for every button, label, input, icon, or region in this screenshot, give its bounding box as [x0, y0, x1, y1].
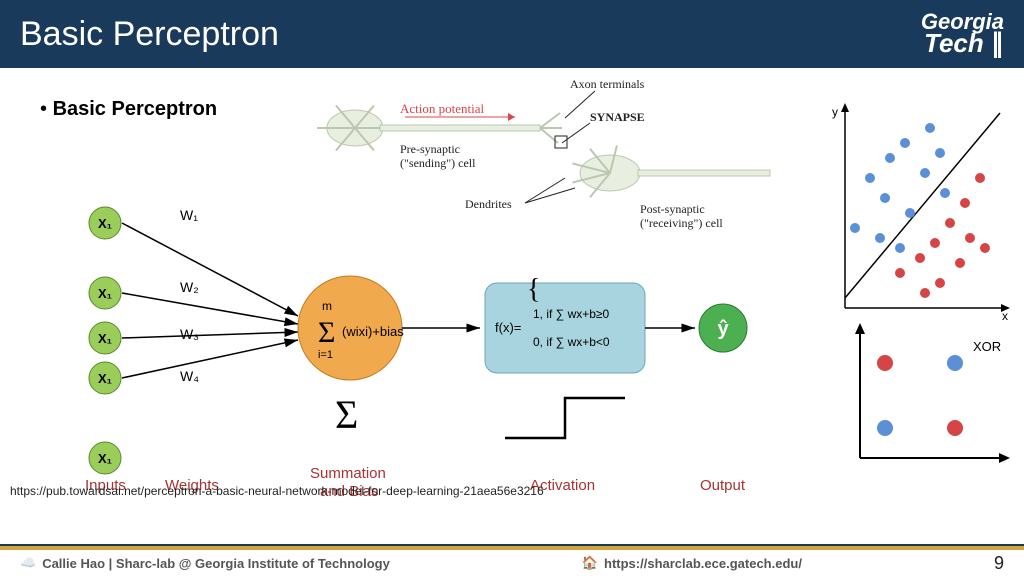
svg-text:XOR: XOR [973, 339, 1001, 354]
svg-text:Σ: Σ [318, 316, 335, 349]
svg-text:x: x [1002, 309, 1008, 323]
svg-text:0, if ∑ wx+b<0: 0, if ∑ wx+b<0 [533, 335, 610, 349]
footer-url: 🏠 https://sharclab.ece.gatech.edu/ [582, 555, 802, 571]
svg-text:1, if ∑ wx+b≥0: 1, if ∑ wx+b≥0 [533, 307, 609, 321]
svg-text:{: { [527, 274, 540, 305]
synapse-label: SYNAPSE [590, 110, 645, 124]
bullet-text: Basic Perceptron [40, 98, 217, 121]
footer-author: ☁️ Callie Hao | Sharc-lab @ Georgia Inst… [20, 555, 390, 571]
scatter-plot: yx [830, 98, 1015, 323]
xor-plot: XOR [845, 323, 1015, 473]
perceptron-diagram: X₁X₁X₁X₁X₁W₁W₂W₃W₄mΣi=1(wixi)+biasΣf(x)=… [80, 198, 800, 498]
pre-label-1: Pre-synaptic [400, 142, 460, 156]
action-potential-label: Action potential [400, 101, 485, 116]
svg-text:m: m [322, 299, 332, 313]
pre-label-2: ("sending") cell [400, 156, 476, 170]
svg-text:Σ: Σ [335, 392, 358, 437]
svg-text:f(x)=: f(x)= [495, 320, 521, 335]
svg-text:W₃: W₃ [180, 326, 199, 342]
svg-text:ŷ: ŷ [717, 318, 729, 340]
svg-text:W₄: W₄ [180, 368, 199, 384]
slide-footer: ☁️ Callie Hao | Sharc-lab @ Georgia Inst… [0, 546, 1024, 576]
source-url: https://pub.towardsai.net/perceptron-a-b… [10, 484, 544, 498]
svg-text:i=1: i=1 [318, 349, 333, 361]
svg-text:Summation: Summation [310, 465, 386, 482]
svg-text:(wixi)+bias: (wixi)+bias [342, 324, 404, 339]
page-number: 9 [994, 553, 1004, 574]
svg-text:W₁: W₁ [180, 207, 198, 223]
gatech-logo: Georgia Tech ∥ [921, 12, 1004, 55]
slide-content: Basic Perceptron Action potential Axon t… [0, 68, 1024, 538]
axon-label: Axon terminals [570, 77, 645, 91]
svg-text:X₁: X₁ [98, 331, 112, 346]
svg-text:Output: Output [700, 477, 746, 494]
svg-text:X₁: X₁ [98, 451, 112, 466]
cloud-icon: ☁️ [20, 555, 36, 571]
home-icon: 🏠 [582, 555, 598, 571]
svg-text:X₁: X₁ [98, 286, 112, 301]
svg-text:X₁: X₁ [98, 371, 112, 386]
slide-title: Basic Perceptron [20, 15, 279, 54]
svg-text:W₂: W₂ [180, 279, 199, 295]
slide-header: Basic Perceptron Georgia Tech ∥ [0, 0, 1024, 68]
svg-text:y: y [832, 105, 838, 119]
svg-text:X₁: X₁ [98, 216, 112, 231]
